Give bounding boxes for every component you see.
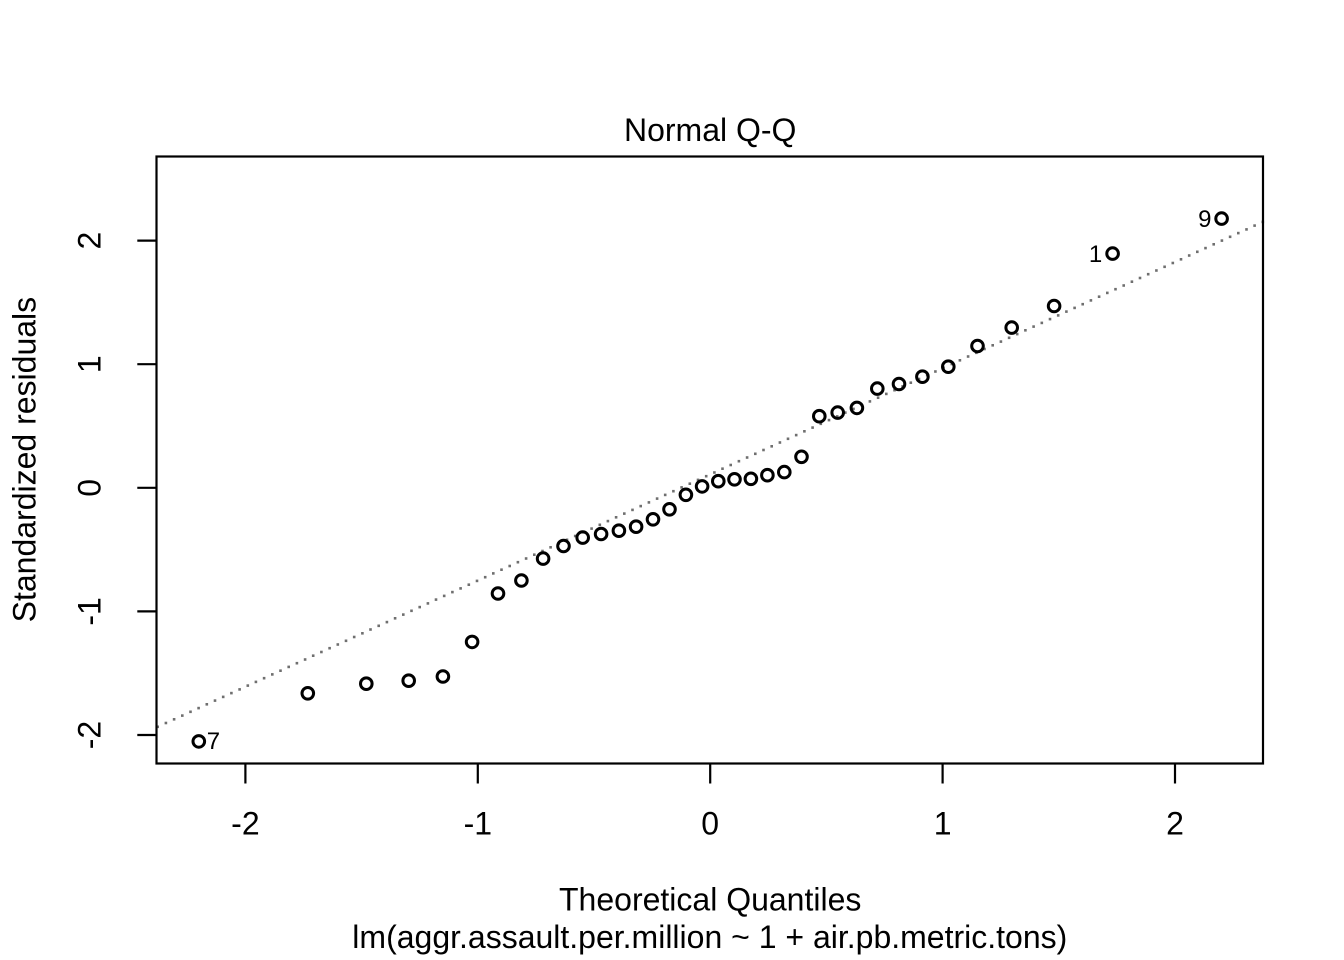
- svg-text:-1: -1: [72, 597, 108, 625]
- svg-text:0: 0: [72, 479, 108, 497]
- svg-text:lm(aggr.assault.per.million ~: lm(aggr.assault.per.million ~ 1 + air.pb…: [352, 919, 1067, 955]
- svg-text:Theoretical Quantiles: Theoretical Quantiles: [559, 882, 861, 918]
- svg-text:-1: -1: [464, 805, 492, 841]
- svg-text:1: 1: [934, 805, 952, 841]
- svg-text:9: 9: [1198, 206, 1211, 233]
- svg-text:-2: -2: [72, 721, 108, 749]
- svg-text:Standardized residuals: Standardized residuals: [7, 297, 43, 623]
- svg-text:-2: -2: [231, 805, 259, 841]
- svg-text:1: 1: [1089, 241, 1102, 268]
- svg-text:1: 1: [72, 355, 108, 373]
- svg-text:Normal Q-Q: Normal Q-Q: [624, 112, 796, 148]
- svg-text:0: 0: [701, 805, 719, 841]
- svg-text:2: 2: [72, 232, 108, 250]
- svg-text:7: 7: [207, 728, 220, 755]
- svg-text:2: 2: [1166, 805, 1184, 841]
